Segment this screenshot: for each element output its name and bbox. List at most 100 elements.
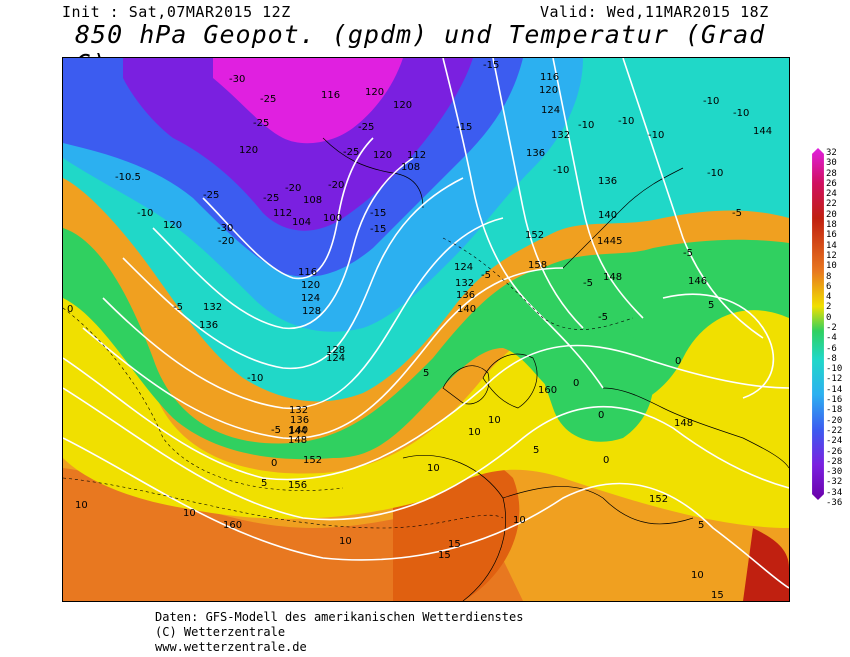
svg-text:-10: -10 <box>648 130 664 141</box>
svg-text:140: 140 <box>457 304 476 315</box>
svg-text:144: 144 <box>753 126 772 137</box>
legend-tick: 20 <box>826 209 837 220</box>
legend-tick: 30 <box>826 158 837 169</box>
svg-text:160: 160 <box>538 385 557 396</box>
svg-text:104: 104 <box>292 217 311 228</box>
svg-text:-25: -25 <box>253 118 269 129</box>
svg-text:148: 148 <box>288 435 307 446</box>
svg-text:108: 108 <box>401 162 420 173</box>
svg-text:5: 5 <box>261 478 267 489</box>
svg-text:116: 116 <box>298 267 317 278</box>
map-canvas: 116 120 124 128 132 136 128 124 132 136 … <box>63 58 789 601</box>
svg-text:148: 148 <box>603 272 622 283</box>
svg-text:10: 10 <box>691 570 704 581</box>
svg-text:-15: -15 <box>456 122 472 133</box>
purple-zone <box>123 58 473 231</box>
svg-text:15: 15 <box>711 590 724 601</box>
legend-tick: -36 <box>826 498 843 508</box>
svg-text:156: 156 <box>288 480 307 491</box>
legend-tick: -14 <box>826 384 843 395</box>
legend-tick: -20 <box>826 415 843 426</box>
svg-text:-15: -15 <box>370 224 386 235</box>
svg-text:-30: -30 <box>229 74 245 85</box>
isotherms <box>63 237 634 529</box>
svg-text:1445: 1445 <box>597 236 622 247</box>
svg-text:5: 5 <box>533 445 539 456</box>
svg-text:0: 0 <box>573 378 579 389</box>
svg-text:-10: -10 <box>578 120 594 131</box>
svg-text:10: 10 <box>488 415 501 426</box>
legend-colorbar <box>812 148 824 501</box>
svg-text:140: 140 <box>289 425 308 436</box>
legend-tick: 18 <box>826 220 837 231</box>
svg-text:-10.5: -10.5 <box>115 172 141 183</box>
svg-text:136: 136 <box>290 415 309 426</box>
svg-text:128: 128 <box>302 306 321 317</box>
credits-copyright: (C) Wetterzentrale <box>155 625 286 639</box>
svg-text:116: 116 <box>540 72 559 83</box>
svg-text:-5: -5 <box>732 208 742 219</box>
svg-text:-30: -30 <box>217 223 233 234</box>
svg-text:152: 152 <box>525 230 544 241</box>
legend-tick: 26 <box>826 178 837 189</box>
legend-tick: 6 <box>826 281 832 292</box>
magenta-core <box>213 58 403 144</box>
svg-text:-25: -25 <box>358 122 374 133</box>
svg-text:-10: -10 <box>553 165 569 176</box>
svg-text:136: 136 <box>199 320 218 331</box>
svg-text:148: 148 <box>674 418 693 429</box>
legend-tick: 4 <box>826 292 832 303</box>
svg-text:-20: -20 <box>218 236 234 247</box>
svg-text:-5: -5 <box>173 302 183 313</box>
legend-tick: -2 <box>826 323 837 333</box>
svg-text:-10: -10 <box>247 373 263 384</box>
svg-text:-10: -10 <box>733 108 749 119</box>
svg-text:124: 124 <box>326 353 345 364</box>
legend-tick: 28 <box>826 168 837 179</box>
legend-tick: -16 <box>826 395 843 406</box>
temperature-labels: -30 -25 -25 -25 -25 -25 -25 -20 -20 -20 … <box>67 60 749 601</box>
svg-text:132: 132 <box>203 302 222 313</box>
svg-text:120: 120 <box>163 220 182 231</box>
coastlines <box>322 137 789 601</box>
svg-text:-15: -15 <box>483 60 499 71</box>
legend-tick: -22 <box>826 425 843 436</box>
svg-text:-10: -10 <box>703 96 719 107</box>
svg-text:-10: -10 <box>707 168 723 179</box>
legend-tick: 2 <box>826 302 832 313</box>
svg-text:-5: -5 <box>271 425 281 436</box>
legend-tick: -30 <box>826 467 843 478</box>
svg-text:-25: -25 <box>203 190 219 201</box>
svg-text:120: 120 <box>539 85 558 96</box>
svg-text:10: 10 <box>339 536 352 547</box>
svg-text:0: 0 <box>271 458 277 469</box>
legend-tick: 10 <box>826 261 837 272</box>
svg-text:10: 10 <box>468 427 481 438</box>
svg-text:-25: -25 <box>260 94 276 105</box>
legend-tick: -8 <box>826 353 837 364</box>
legend-tick: 32 <box>826 148 837 158</box>
svg-text:120: 120 <box>373 150 392 161</box>
svg-text:-5: -5 <box>481 270 491 281</box>
legend-tick: 22 <box>826 199 837 210</box>
svg-text:-5: -5 <box>583 278 593 289</box>
svg-text:0: 0 <box>67 304 73 315</box>
svg-text:10: 10 <box>75 500 88 511</box>
svg-text:10: 10 <box>427 463 440 474</box>
svg-text:112: 112 <box>407 150 426 161</box>
legend-tick: -26 <box>826 446 843 457</box>
svg-text:-15: -15 <box>370 208 386 219</box>
svg-text:124: 124 <box>541 105 560 116</box>
svg-text:132: 132 <box>455 278 474 289</box>
svg-text:5: 5 <box>423 368 429 379</box>
svg-text:0: 0 <box>598 410 604 421</box>
svg-text:-25: -25 <box>343 147 359 158</box>
legend-tick: 16 <box>826 230 837 241</box>
svg-text:108: 108 <box>303 195 322 206</box>
svg-text:152: 152 <box>649 494 668 505</box>
legend-tick: -18 <box>826 405 843 416</box>
svg-text:158: 158 <box>528 260 547 271</box>
svg-text:-10: -10 <box>137 208 153 219</box>
legend-tick: 0 <box>826 312 832 323</box>
legend-tick: -6 <box>826 343 837 354</box>
